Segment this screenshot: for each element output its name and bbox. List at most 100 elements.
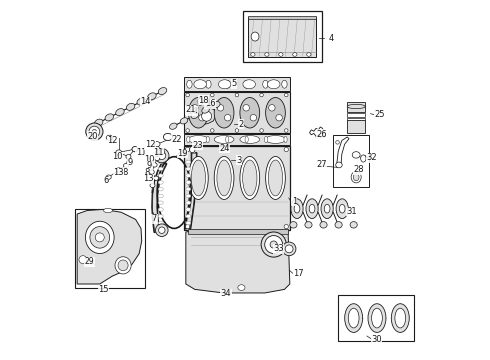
Ellipse shape [211,93,214,97]
Text: 31: 31 [346,207,357,216]
Ellipse shape [186,147,190,152]
Ellipse shape [164,134,172,140]
Ellipse shape [103,208,113,213]
Bar [184,134,290,145]
Ellipse shape [282,80,287,88]
Ellipse shape [126,154,131,159]
Bar [347,113,365,117]
Ellipse shape [269,160,283,196]
Ellipse shape [217,160,231,196]
Text: 9: 9 [147,161,152,170]
Ellipse shape [147,93,156,100]
Ellipse shape [186,221,191,225]
Ellipse shape [219,80,231,89]
Bar [247,17,316,19]
Ellipse shape [187,136,190,143]
Ellipse shape [187,80,192,88]
Ellipse shape [266,98,285,128]
Ellipse shape [186,174,191,177]
Ellipse shape [158,152,166,159]
Ellipse shape [294,204,300,213]
Ellipse shape [344,304,363,332]
Ellipse shape [154,141,160,147]
Ellipse shape [95,233,104,242]
Text: 12: 12 [107,136,118,145]
Text: 22: 22 [172,135,182,144]
Polygon shape [186,230,290,293]
Ellipse shape [244,80,249,88]
Ellipse shape [350,222,357,228]
Ellipse shape [194,80,206,89]
Ellipse shape [180,118,188,124]
Text: 29: 29 [85,257,95,266]
Ellipse shape [90,226,110,248]
Text: 14: 14 [187,107,197,116]
Ellipse shape [159,227,165,233]
Ellipse shape [320,222,327,228]
Ellipse shape [158,194,163,198]
Ellipse shape [240,135,260,143]
Ellipse shape [106,135,113,140]
Ellipse shape [186,187,191,191]
Polygon shape [186,153,196,228]
Ellipse shape [291,199,303,219]
Ellipse shape [158,201,163,204]
Ellipse shape [189,157,208,199]
Ellipse shape [186,93,190,97]
Ellipse shape [371,308,382,328]
Ellipse shape [158,187,163,191]
Ellipse shape [186,181,191,184]
Ellipse shape [158,221,163,225]
Ellipse shape [199,114,205,121]
Ellipse shape [186,129,190,132]
Ellipse shape [335,222,342,228]
Ellipse shape [189,98,208,128]
Text: 13: 13 [143,175,154,184]
Ellipse shape [158,208,163,211]
Text: 12: 12 [145,140,155,149]
Text: 13: 13 [113,168,124,177]
Bar [347,102,365,112]
Ellipse shape [211,129,214,132]
Ellipse shape [240,98,260,128]
Polygon shape [77,210,142,284]
Ellipse shape [123,163,128,168]
Text: 23: 23 [192,141,202,150]
Ellipse shape [285,245,293,253]
Ellipse shape [261,232,286,257]
Ellipse shape [214,98,234,128]
Ellipse shape [186,160,191,164]
Text: 26: 26 [317,130,327,139]
Ellipse shape [152,163,157,167]
Ellipse shape [186,167,191,171]
Ellipse shape [351,171,361,183]
Ellipse shape [158,181,163,184]
Ellipse shape [235,129,239,132]
Text: 34: 34 [220,289,231,298]
Text: 10: 10 [144,155,155,164]
Text: 2: 2 [239,120,244,129]
Ellipse shape [392,304,409,332]
Bar [188,229,288,234]
Bar [184,92,290,134]
Ellipse shape [79,256,87,264]
Ellipse shape [321,199,333,219]
Text: 16: 16 [205,99,216,108]
Ellipse shape [118,260,128,271]
Text: 8: 8 [144,168,149,177]
Ellipse shape [186,208,191,211]
Ellipse shape [214,157,234,199]
Ellipse shape [263,80,268,88]
Ellipse shape [116,109,124,116]
Ellipse shape [132,147,138,152]
Ellipse shape [243,105,249,111]
Ellipse shape [265,136,268,143]
Text: 1: 1 [292,197,297,206]
Ellipse shape [353,174,359,181]
Text: 33: 33 [273,244,284,253]
Text: 10: 10 [112,152,123,161]
Bar [333,135,368,187]
Ellipse shape [306,199,318,219]
Text: 11: 11 [153,148,164,157]
Text: 25: 25 [375,110,385,119]
